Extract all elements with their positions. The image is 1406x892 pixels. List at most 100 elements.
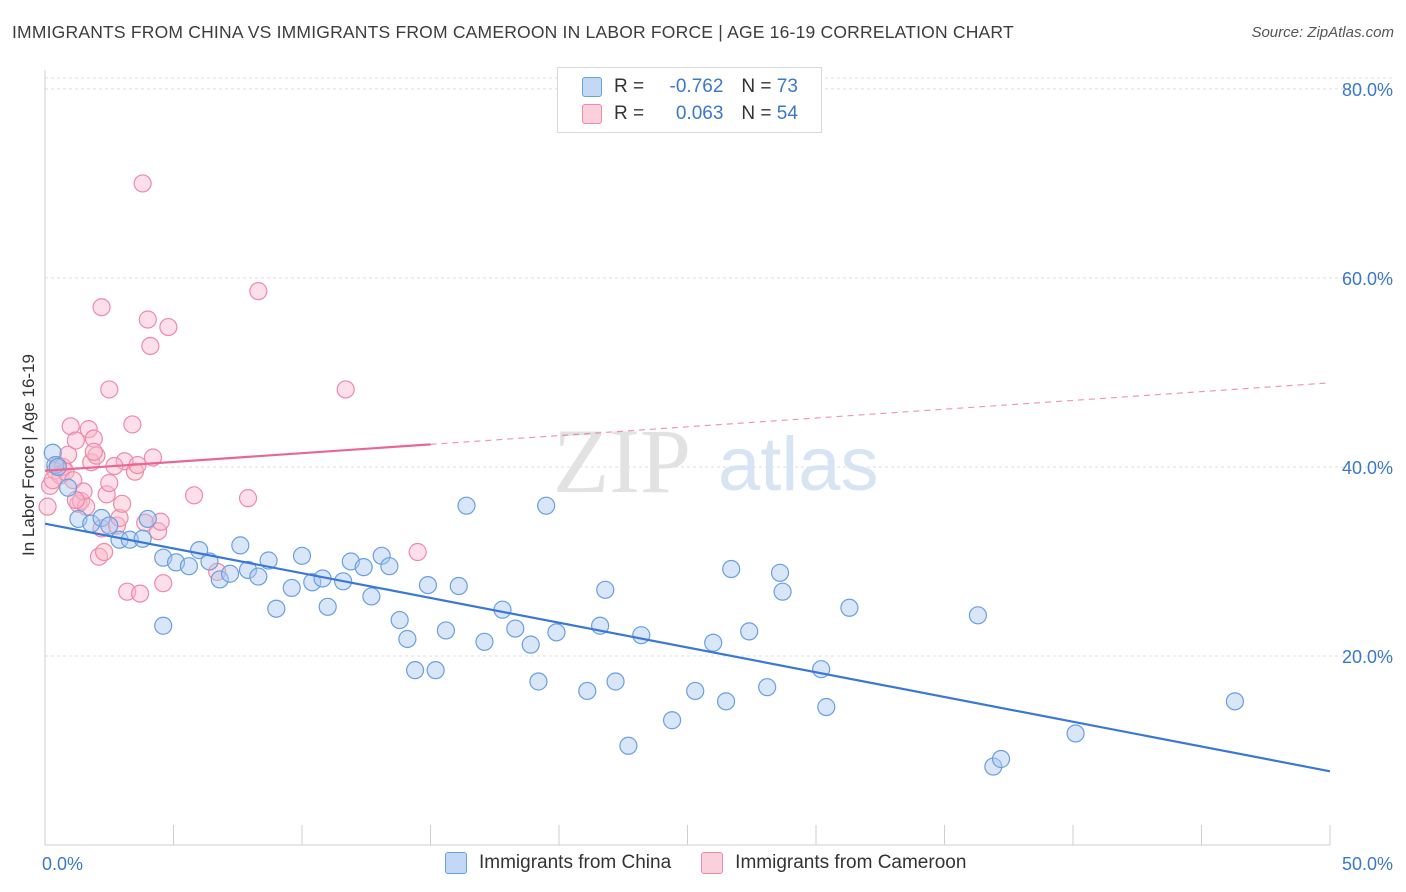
cameroon-point [154,574,173,593]
china-point [770,563,790,582]
cameroon-trend-extension [430,382,1331,445]
china-point [773,582,792,601]
china-point [231,536,250,555]
china-point [521,635,540,654]
x-tick-label-min: 0.0% [42,854,83,874]
cameroon-point [110,508,129,528]
cameroon-point [336,380,355,399]
china-point [547,623,566,642]
legend-item-cameroon: Immigrants from Cameroon [701,852,966,874]
china-point [578,681,597,701]
china-point [210,570,229,589]
china-n-value: 73 [776,76,798,97]
cameroon-point [97,485,116,504]
x-tick-label-max: 50.0% [1342,854,1393,874]
china-legend-swatch [445,852,467,874]
china-n-label: N = [741,76,772,97]
cameroon-r-label: R = [614,103,645,124]
cameroon-point [92,298,111,317]
cameroon-point [38,497,57,516]
china-point [662,711,682,730]
china-point [318,597,337,616]
china-point [390,610,409,630]
china-point [282,578,301,598]
china-point [619,736,638,755]
watermark-atlas: atlas [718,422,879,507]
china-swatch [582,77,602,97]
cameroon-point [95,542,114,562]
china-point [354,558,373,577]
china-point [991,749,1011,769]
cameroon-point [112,494,132,513]
trend-lines [44,382,1331,773]
china-point [475,632,494,651]
cameroon-n-label: N = [741,103,772,124]
chart-title: IMMIGRANTS FROM CHINA VS IMMIGRANTS FROM… [12,22,1014,42]
china-point [238,560,258,580]
cameroon-legend-label: Immigrants from Cameroon [735,852,967,873]
china-point [292,546,312,565]
y-axis-label: In Labor Force | Age 16-19 [19,354,38,556]
china-point [259,551,278,570]
china-point [426,661,445,680]
cameroon-n-value: 54 [776,103,798,124]
china-point [303,573,322,592]
china-point [758,678,777,697]
china-point [722,559,741,579]
legend-row-cameroon: R = 0.063 N = 54 [582,101,798,127]
series-legend: Immigrants from China Immigrants from Ca… [445,852,996,874]
china-point [362,587,381,606]
china-point [249,567,268,586]
china-point [220,564,240,583]
china-legend-label: Immigrants from China [479,852,672,873]
china-point [100,516,119,535]
cameroon-point [84,442,103,461]
cameroon-point [130,584,150,603]
cameroon-point [141,336,160,356]
cameroon-point [123,415,142,434]
y-tick-label: 20.0% [1342,647,1393,667]
cameroon-legend-swatch [701,852,724,874]
china-point [92,508,111,528]
china-point [267,599,286,618]
china-point [405,661,425,680]
china-point [537,496,556,515]
china-r-label: R = [614,76,645,97]
correlation-legend: R = -0.762 N = 73 R = 0.063 N = 54 [557,67,822,133]
china-point [817,697,836,717]
china-point [179,557,199,576]
cameroon-point [66,431,85,450]
y-tick-label: 40.0% [1342,458,1393,478]
cameroon-point [100,380,119,399]
cameroon-point [143,448,163,467]
cameroon-point [249,282,268,301]
cameroon-point [184,486,204,505]
cameroon-points [38,174,427,603]
china-point [418,575,438,595]
china-point [398,629,417,649]
china-point [740,622,759,641]
china-point [596,580,615,599]
china-point [1066,724,1085,743]
cameroon-point [100,473,119,493]
y-tick-label: 80.0% [1342,80,1393,100]
china-points [43,443,1245,776]
china-point [632,626,651,645]
source-label: Source: ZipAtlas.com [1251,24,1394,41]
cameroon-point [59,445,78,464]
china-point [449,576,468,596]
china-point [506,619,525,638]
cameroon-point [159,317,178,337]
china-point [686,681,705,701]
china-point [1225,692,1245,711]
tick-labels: 20.0% 40.0% 60.0% 80.0% 0.0% 50.0% [42,80,1393,874]
china-point [704,633,723,652]
cameroon-point [238,489,258,508]
cameroon-r-value: 0.063 [675,103,724,124]
china-point [984,757,1003,776]
china-point [840,598,859,617]
china-point [48,457,67,477]
china-r-value: -0.762 [669,76,724,97]
china-point [716,692,736,711]
